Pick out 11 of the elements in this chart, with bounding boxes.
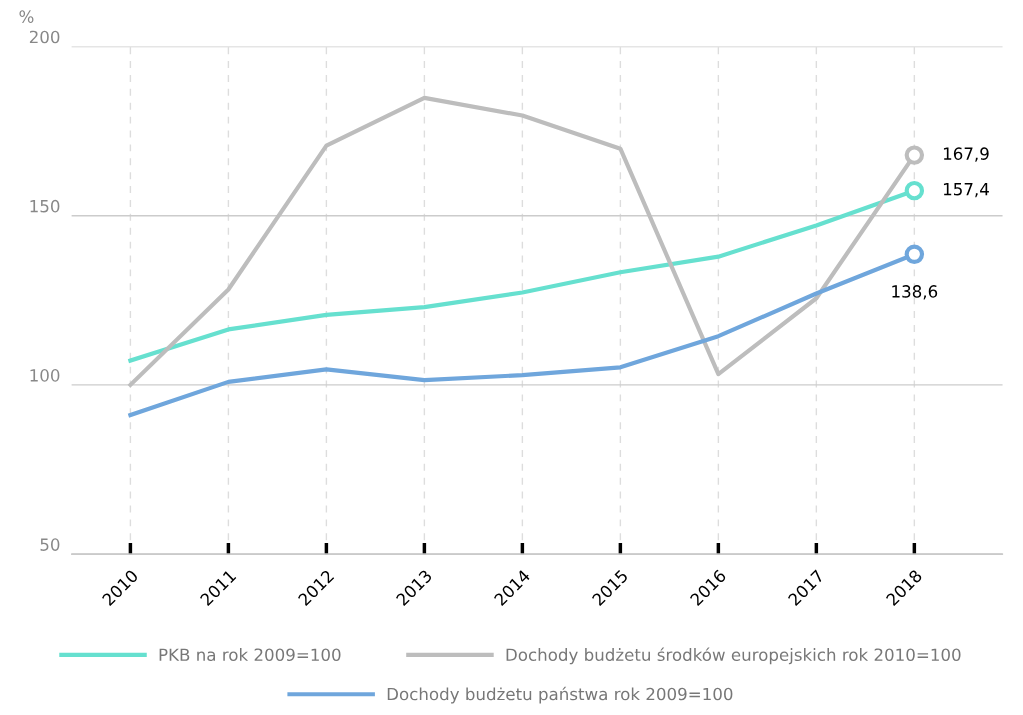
y-tick-label: 200	[29, 30, 60, 44]
y-tick-label: 150	[30, 199, 60, 213]
data-label: 167,9	[943, 147, 989, 162]
legend-label: Dochody budżetu państwa rok 2009=100	[387, 686, 733, 704]
y-axis-title: %	[19, 10, 34, 23]
legend-label: PKB na rok 2009=100	[159, 648, 341, 662]
y-tick-label: 50	[40, 538, 60, 551]
y-tick-label: 100	[30, 369, 60, 382]
data-label: 157,4	[943, 183, 989, 198]
legend-label: Dochody budżetu środków europejskich rok 2010=100	[506, 647, 961, 665]
data-label: 138,6	[892, 285, 938, 300]
